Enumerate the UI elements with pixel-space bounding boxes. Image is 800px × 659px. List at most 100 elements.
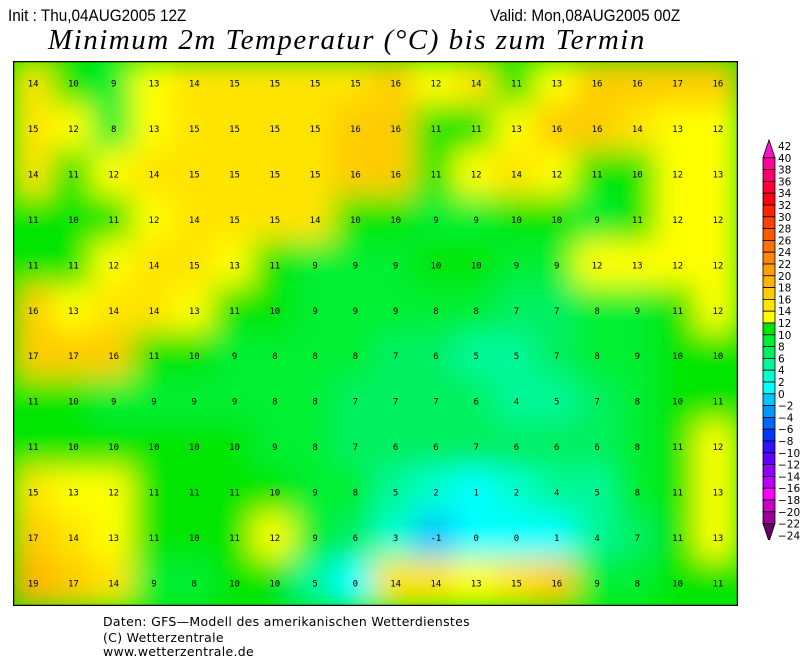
- temperature-cell: [131, 558, 177, 606]
- temperature-value: 11: [672, 534, 683, 544]
- legend-swatch: [762, 310, 776, 324]
- temperature-value: 14: [189, 80, 200, 90]
- temperature-cell: [695, 149, 738, 200]
- temperature-cell: [615, 104, 660, 154]
- temperature-cell: [51, 286, 96, 336]
- temperature-value: 9: [514, 261, 519, 271]
- temperature-cell: [212, 240, 257, 291]
- legend-label: 10: [778, 330, 791, 342]
- temperature-value: 10: [68, 398, 79, 408]
- temperature-cell: [252, 331, 297, 381]
- legend-label: 42: [778, 141, 791, 153]
- temperature-cell: [373, 240, 418, 291]
- temperature-cell: [534, 422, 579, 472]
- temperature-value: 10: [229, 579, 240, 589]
- temperature-cell: [333, 558, 378, 606]
- temperature-cell: [212, 195, 257, 245]
- legend-label: −16: [778, 483, 800, 495]
- temperature-value: 8: [353, 488, 358, 498]
- legend-swatch: [762, 322, 776, 336]
- temperature-value: 9: [312, 261, 317, 271]
- temperature-value: 11: [712, 398, 723, 408]
- temperature-value: 10: [672, 352, 683, 362]
- temperature-value: 11: [149, 534, 160, 544]
- temperature-value: 9: [635, 307, 640, 317]
- legend-swatch: [762, 204, 776, 218]
- temperature-value: 15: [28, 488, 39, 498]
- temperature-value: 9: [433, 216, 438, 226]
- temperature-cell: [91, 467, 136, 518]
- legend-label: −2: [778, 401, 793, 413]
- temperature-cell: [655, 61, 700, 109]
- temperature-value: 16: [108, 352, 119, 362]
- temperature-cell: [373, 104, 418, 154]
- temperature-value: 9: [232, 398, 237, 408]
- temperature-cell: [91, 513, 136, 563]
- temperature-value: 13: [712, 488, 723, 498]
- temperature-cell: [373, 286, 418, 336]
- temperature-cell: [91, 195, 136, 245]
- temperature-cell: [252, 240, 297, 291]
- temperature-cell: [292, 331, 338, 381]
- temperature-cell: [91, 558, 136, 606]
- temperature-value: 10: [108, 443, 119, 453]
- temperature-cell: [655, 149, 700, 200]
- temperature-cell: [212, 331, 257, 381]
- legend-label: 4: [778, 365, 785, 377]
- temperature-value: 10: [269, 307, 280, 317]
- temperature-cell: [91, 376, 136, 427]
- temperature-cell: [655, 558, 700, 606]
- temperature-cell: [494, 376, 539, 427]
- temperature-value: 7: [393, 398, 398, 408]
- temperature-cell: [252, 104, 297, 154]
- temperature-value: 10: [712, 352, 723, 362]
- temperature-value: 17: [28, 534, 39, 544]
- temperature-value: 8: [635, 443, 640, 453]
- temperature-cell: [494, 467, 539, 518]
- temperature-value: 9: [473, 216, 478, 226]
- legend-label: 36: [778, 176, 792, 188]
- temperature-cell: [13, 422, 56, 472]
- temperature-value: 14: [390, 579, 401, 589]
- temperature-value: 11: [511, 80, 522, 90]
- temperature-cell: [13, 376, 56, 427]
- temperature-cell: [13, 104, 56, 154]
- temperature-cell: [615, 61, 660, 109]
- legend-swatch: [762, 216, 776, 230]
- temperature-cell: [615, 286, 660, 336]
- temperature-cell: [212, 513, 257, 563]
- legend-swatch: [762, 346, 776, 359]
- temperature-value: 11: [28, 398, 39, 408]
- temperature-value: 13: [511, 125, 522, 135]
- temperature-value: 10: [189, 443, 200, 453]
- legend-label: 0: [778, 389, 785, 401]
- temperature-value: 16: [350, 171, 361, 181]
- legend-swatch: [762, 487, 776, 501]
- legend-swatch: [762, 275, 776, 289]
- temperature-cell: [333, 331, 378, 381]
- temperature-value: 10: [672, 398, 683, 408]
- legend-label: −18: [778, 495, 800, 507]
- temperature-cell: [534, 513, 579, 563]
- temperature-value: 5: [393, 488, 398, 498]
- temperature-value: 12: [430, 80, 441, 90]
- temperature-value: 17: [68, 352, 79, 362]
- temperature-value: 7: [554, 307, 559, 317]
- temperature-cell: [252, 61, 297, 109]
- legend-swatch: [762, 298, 776, 312]
- temperature-value: 9: [111, 398, 116, 408]
- temperature-value: 12: [672, 216, 683, 226]
- temperature-value: 19: [28, 579, 39, 589]
- temperature-cell: [51, 467, 96, 518]
- temperature-value: 0: [473, 534, 478, 544]
- temperature-cell: [494, 149, 539, 200]
- temperature-cell: [574, 513, 620, 563]
- temperature-value: 9: [353, 261, 358, 271]
- temperature-cell: [373, 558, 418, 606]
- temperature-value: 9: [312, 534, 317, 544]
- temperature-cell: [413, 467, 459, 518]
- temperature-value: 15: [189, 171, 200, 181]
- temperature-cell: [51, 558, 96, 606]
- temperature-value: 6: [473, 398, 478, 408]
- temperature-cell: [91, 286, 136, 336]
